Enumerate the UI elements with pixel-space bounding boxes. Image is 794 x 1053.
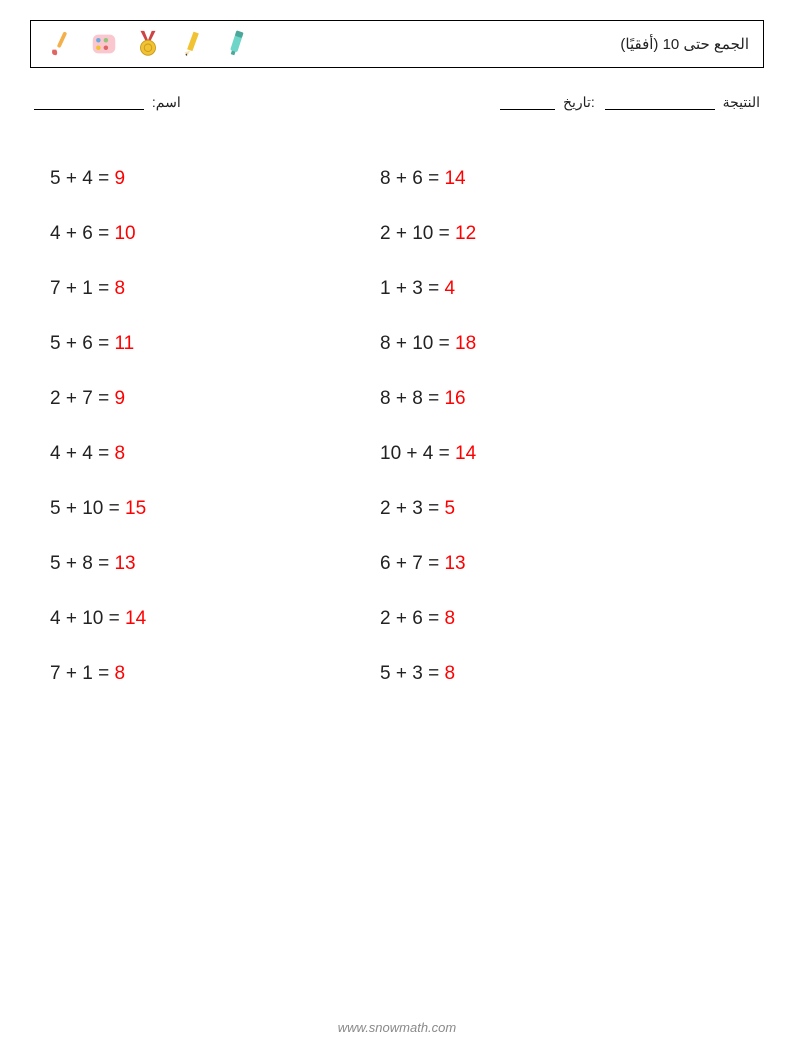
- name-label: اسم:: [152, 94, 181, 110]
- problem-answer: 13: [114, 553, 135, 575]
- problem-row: 8 + 6 = 14: [380, 151, 710, 206]
- problem-expression: 5 + 8 =: [50, 553, 114, 575]
- problem-answer: 14: [444, 168, 465, 190]
- problem-expression: 1 + 3 =: [380, 278, 444, 300]
- problem-row: 4 + 6 = 10: [50, 206, 380, 261]
- problem-answer: 14: [455, 443, 476, 465]
- problem-expression: 7 + 1 =: [50, 278, 114, 300]
- problem-row: 4 + 10 = 14: [50, 591, 380, 646]
- header-box: الجمع حتى 10 (أفقيًا): [30, 20, 764, 68]
- date-blank[interactable]: [500, 96, 555, 110]
- brush-icon: [45, 29, 75, 59]
- problem-answer: 18: [455, 333, 476, 355]
- problem-row: 7 + 1 = 8: [50, 646, 380, 701]
- problem-answer: 8: [114, 663, 125, 685]
- problem-row: 5 + 6 = 11: [50, 316, 380, 371]
- problem-expression: 5 + 10 =: [50, 498, 125, 520]
- problem-expression: 7 + 1 =: [50, 663, 114, 685]
- problem-answer: 9: [114, 168, 125, 190]
- problem-row: 2 + 6 = 8: [380, 591, 710, 646]
- palette-icon: [89, 29, 119, 59]
- problem-expression: 5 + 6 =: [50, 333, 114, 355]
- score-blank[interactable]: [605, 96, 715, 110]
- worksheet-title: الجمع حتى 10 (أفقيًا): [620, 35, 749, 53]
- problem-expression: 5 + 3 =: [380, 663, 444, 685]
- worksheet-page: الجمع حتى 10 (أفقيًا) اسم: النتيجة :تاري…: [0, 0, 794, 721]
- problem-row: 2 + 7 = 9: [50, 371, 380, 426]
- problem-answer: 14: [125, 608, 146, 630]
- problem-answer: 8: [444, 663, 455, 685]
- problem-answer: 11: [114, 333, 134, 355]
- problem-row: 2 + 10 = 12: [380, 206, 710, 261]
- problem-answer: 8: [114, 443, 125, 465]
- name-field: اسم:: [34, 94, 181, 111]
- pencil-icon: [177, 29, 207, 59]
- problem-answer: 15: [125, 498, 146, 520]
- problem-row: 6 + 7 = 13: [380, 536, 710, 591]
- problem-row: 10 + 4 = 14: [380, 426, 710, 481]
- problem-expression: 2 + 10 =: [380, 223, 455, 245]
- problem-row: 5 + 3 = 8: [380, 646, 710, 701]
- problem-expression: 2 + 3 =: [380, 498, 444, 520]
- problem-row: 5 + 8 = 13: [50, 536, 380, 591]
- header-icons: [45, 29, 251, 59]
- medal-icon: [133, 29, 163, 59]
- problem-answer: 8: [444, 608, 455, 630]
- problem-answer: 13: [444, 553, 465, 575]
- score-date-field: النتيجة :تاريخ: [500, 94, 760, 111]
- date-label: :تاريخ: [563, 94, 595, 110]
- problem-expression: 2 + 6 =: [380, 608, 444, 630]
- problem-answer: 4: [444, 278, 455, 300]
- marker-icon: [221, 29, 251, 59]
- problem-expression: 6 + 7 =: [380, 553, 444, 575]
- problem-expression: 4 + 4 =: [50, 443, 114, 465]
- meta-row: اسم: النتيجة :تاريخ: [30, 94, 764, 111]
- problem-row: 1 + 3 = 4: [380, 261, 710, 316]
- footer-link[interactable]: www.snowmath.com: [0, 1020, 794, 1035]
- problem-row: 8 + 8 = 16: [380, 371, 710, 426]
- problem-row: 2 + 3 = 5: [380, 481, 710, 536]
- problem-answer: 12: [455, 223, 476, 245]
- problem-expression: 8 + 10 =: [380, 333, 455, 355]
- problems-col-left: 5 + 4 = 94 + 6 = 107 + 1 = 85 + 6 = 112 …: [50, 151, 380, 701]
- problem-row: 4 + 4 = 8: [50, 426, 380, 481]
- problem-row: 8 + 10 = 18: [380, 316, 710, 371]
- problem-expression: 4 + 6 =: [50, 223, 114, 245]
- problem-expression: 5 + 4 =: [50, 168, 114, 190]
- problems-col-right: 8 + 6 = 142 + 10 = 121 + 3 = 48 + 10 = 1…: [380, 151, 710, 701]
- problem-expression: 8 + 8 =: [380, 388, 444, 410]
- problem-expression: 4 + 10 =: [50, 608, 125, 630]
- problem-answer: 9: [114, 388, 125, 410]
- problem-answer: 8: [114, 278, 125, 300]
- name-blank[interactable]: [34, 96, 144, 110]
- problem-answer: 5: [444, 498, 455, 520]
- problem-expression: 8 + 6 =: [380, 168, 444, 190]
- problem-expression: 2 + 7 =: [50, 388, 114, 410]
- problem-answer: 16: [444, 388, 465, 410]
- problem-expression: 10 + 4 =: [380, 443, 455, 465]
- problem-row: 5 + 4 = 9: [50, 151, 380, 206]
- problem-row: 5 + 10 = 15: [50, 481, 380, 536]
- score-label: النتيجة: [723, 94, 760, 110]
- problem-row: 7 + 1 = 8: [50, 261, 380, 316]
- problem-answer: 10: [114, 223, 135, 245]
- problems-grid: 5 + 4 = 94 + 6 = 107 + 1 = 85 + 6 = 112 …: [30, 151, 764, 701]
